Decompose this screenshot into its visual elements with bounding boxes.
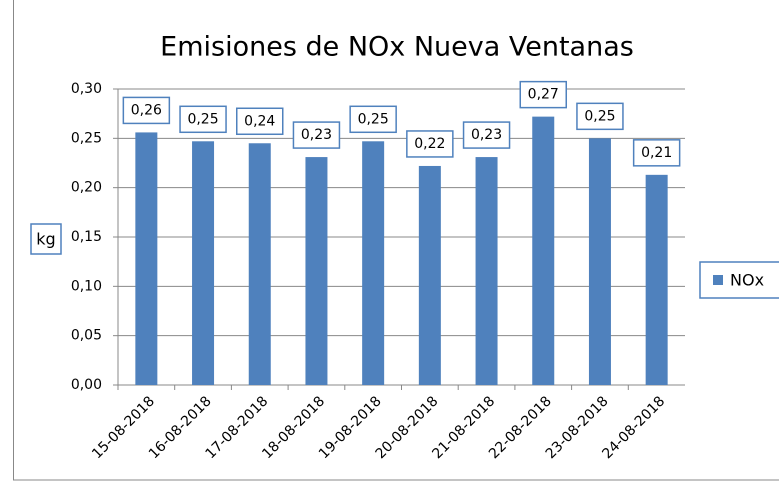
data-label-box bbox=[179, 105, 227, 134]
bar bbox=[645, 174, 668, 385]
data-label-box bbox=[632, 139, 681, 167]
bar bbox=[475, 157, 498, 385]
data-label-box bbox=[349, 105, 397, 134]
y-tick-label: 0,30 bbox=[71, 81, 102, 97]
data-label: 0,26 bbox=[131, 102, 162, 118]
bar bbox=[305, 157, 328, 385]
bar bbox=[362, 141, 385, 385]
y-tick-label: 0,00 bbox=[71, 377, 102, 393]
data-label: 0,22 bbox=[414, 136, 445, 152]
bar bbox=[192, 141, 215, 385]
data-label: 0,25 bbox=[358, 111, 389, 127]
y-tick-label: 0,10 bbox=[71, 278, 102, 294]
bar bbox=[248, 143, 271, 385]
y-tick-label: 0,25 bbox=[71, 130, 102, 146]
legend-swatch bbox=[713, 275, 723, 285]
data-label-box bbox=[122, 96, 171, 125]
bar bbox=[135, 132, 158, 385]
data-label: 0,25 bbox=[584, 108, 615, 124]
bar bbox=[418, 165, 441, 385]
data-label-box bbox=[519, 80, 567, 109]
y-axis-label: kg bbox=[36, 230, 55, 249]
data-label-box bbox=[576, 102, 624, 131]
data-label: 0,21 bbox=[641, 145, 672, 161]
bar bbox=[588, 138, 611, 385]
data-label-box bbox=[406, 130, 454, 158]
data-label-box bbox=[292, 121, 341, 149]
data-label-box bbox=[462, 121, 511, 149]
data-label: 0,24 bbox=[244, 113, 275, 129]
y-label-box bbox=[30, 223, 62, 255]
y-tick-label: 0,05 bbox=[71, 328, 102, 344]
data-label-box bbox=[236, 107, 284, 136]
y-tick-label: 0,15 bbox=[71, 229, 102, 245]
data-label: 0,27 bbox=[528, 87, 559, 103]
data-label: 0,23 bbox=[301, 127, 332, 143]
chart-title: Emisiones de NOx Nueva Ventanas bbox=[160, 32, 634, 63]
y-tick-label: 0,20 bbox=[71, 180, 102, 196]
legend-label: NOx bbox=[730, 271, 764, 290]
data-label: 0,23 bbox=[471, 127, 502, 143]
bar bbox=[532, 116, 555, 386]
data-label: 0,25 bbox=[187, 111, 218, 127]
